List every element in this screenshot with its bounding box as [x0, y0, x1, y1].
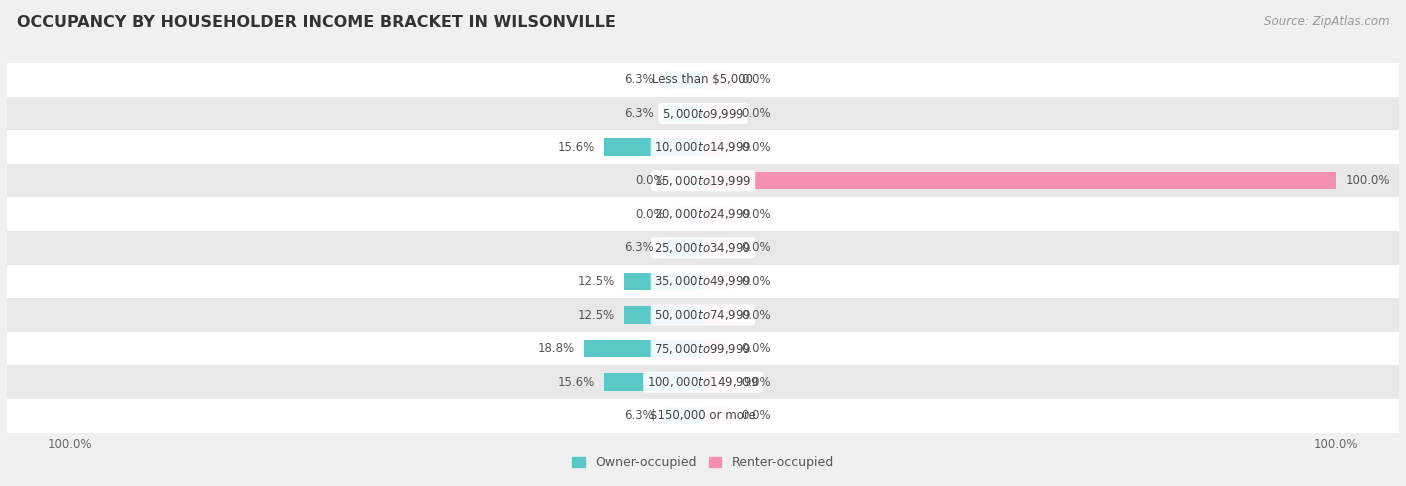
Text: $25,000 to $34,999: $25,000 to $34,999 [654, 241, 752, 255]
Text: $35,000 to $49,999: $35,000 to $49,999 [654, 275, 752, 288]
Bar [675, 105, 703, 122]
Bar [703, 239, 731, 257]
Text: $5,000 to $9,999: $5,000 to $9,999 [662, 106, 744, 121]
Text: $20,000 to $24,999: $20,000 to $24,999 [654, 208, 752, 221]
Text: 0.0%: 0.0% [741, 342, 770, 355]
Text: $10,000 to $14,999: $10,000 to $14,999 [654, 140, 752, 154]
Bar [583, 340, 703, 357]
Bar [0, 164, 1406, 197]
Bar [675, 407, 703, 424]
Text: 0.0%: 0.0% [741, 376, 770, 389]
Bar [703, 71, 731, 89]
Bar [0, 63, 1406, 97]
Bar [664, 407, 703, 424]
Bar [675, 340, 703, 357]
Bar [664, 71, 703, 89]
Text: 18.8%: 18.8% [537, 342, 575, 355]
Text: 100.0%: 100.0% [1346, 174, 1389, 187]
Text: $100,000 to $149,999: $100,000 to $149,999 [647, 375, 759, 389]
Bar [675, 71, 703, 89]
Text: $50,000 to $74,999: $50,000 to $74,999 [654, 308, 752, 322]
Text: 6.3%: 6.3% [624, 73, 654, 87]
Bar [605, 373, 703, 391]
Text: 6.3%: 6.3% [624, 409, 654, 422]
Bar [624, 306, 703, 324]
Text: 0.0%: 0.0% [636, 174, 665, 187]
Bar [664, 239, 703, 257]
Text: 0.0%: 0.0% [741, 409, 770, 422]
Bar [675, 273, 703, 290]
Bar [605, 139, 703, 156]
Text: 0.0%: 0.0% [741, 73, 770, 87]
Bar [0, 365, 1406, 399]
Text: Less than $5,000: Less than $5,000 [652, 73, 754, 87]
Bar [0, 332, 1406, 365]
Bar [703, 172, 731, 190]
Bar [703, 373, 731, 391]
Text: 0.0%: 0.0% [741, 208, 770, 221]
Bar [664, 105, 703, 122]
Bar [703, 340, 731, 357]
Text: 0.0%: 0.0% [741, 309, 770, 322]
Text: $75,000 to $99,999: $75,000 to $99,999 [654, 342, 752, 356]
Text: 15.6%: 15.6% [558, 140, 595, 154]
Text: 15.6%: 15.6% [558, 376, 595, 389]
Bar [675, 306, 703, 324]
Bar [703, 206, 731, 223]
Bar [703, 407, 731, 424]
Text: OCCUPANCY BY HOUSEHOLDER INCOME BRACKET IN WILSONVILLE: OCCUPANCY BY HOUSEHOLDER INCOME BRACKET … [17, 15, 616, 30]
Text: 0.0%: 0.0% [741, 275, 770, 288]
Text: $15,000 to $19,999: $15,000 to $19,999 [654, 174, 752, 188]
Bar [0, 197, 1406, 231]
Bar [703, 139, 731, 156]
Bar [703, 306, 731, 324]
Bar [0, 231, 1406, 265]
Text: Source: ZipAtlas.com: Source: ZipAtlas.com [1264, 15, 1389, 28]
Text: 0.0%: 0.0% [636, 208, 665, 221]
Bar [703, 273, 731, 290]
Text: $150,000 or more: $150,000 or more [650, 409, 756, 422]
Bar [675, 172, 703, 190]
Text: 12.5%: 12.5% [578, 275, 614, 288]
Text: 0.0%: 0.0% [741, 107, 770, 120]
Bar [0, 399, 1406, 433]
Bar [675, 239, 703, 257]
Text: 12.5%: 12.5% [578, 309, 614, 322]
Text: 0.0%: 0.0% [741, 242, 770, 254]
Text: 6.3%: 6.3% [624, 242, 654, 254]
Bar [0, 265, 1406, 298]
Bar [703, 172, 1336, 190]
Text: 0.0%: 0.0% [741, 140, 770, 154]
Bar [0, 97, 1406, 130]
Text: 6.3%: 6.3% [624, 107, 654, 120]
Legend: Owner-occupied, Renter-occupied: Owner-occupied, Renter-occupied [568, 451, 838, 474]
Bar [675, 206, 703, 223]
Bar [703, 105, 731, 122]
Bar [675, 373, 703, 391]
Bar [675, 139, 703, 156]
Bar [0, 130, 1406, 164]
Bar [0, 298, 1406, 332]
Bar [624, 273, 703, 290]
